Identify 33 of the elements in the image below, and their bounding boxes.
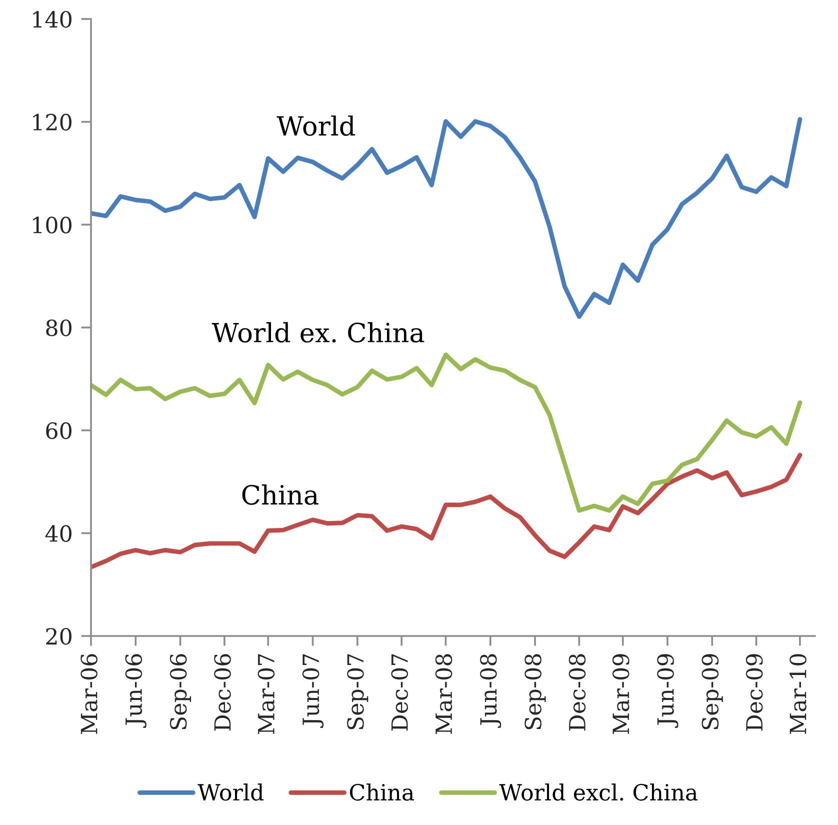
x-tick-label: Jun-06: [125, 654, 146, 728]
line-series: [91, 117, 802, 319]
y-tick-label: 120: [33, 114, 72, 131]
y-tick-label: 80: [46, 319, 72, 336]
legend-label: World: [198, 783, 264, 801]
x-tick-label: Mar-10: [790, 654, 806, 734]
x-tick-label: Sep-09: [702, 654, 723, 730]
y-tick-label: 100: [33, 216, 72, 234]
x-tick-label: Mar-09: [612, 654, 630, 734]
x-tick-label: Dec-06: [214, 654, 231, 731]
x-tick-label: Mar-07: [258, 654, 275, 734]
line-series: [91, 452, 802, 570]
x-tick-label: Mar-08: [435, 654, 452, 734]
x-tick-label: Jun-09: [657, 654, 678, 728]
annotation: China: [242, 484, 318, 505]
x-tick-label: Sep-07: [347, 654, 368, 730]
annotation: World ex. China: [212, 322, 424, 343]
y-tick-label: 20: [46, 628, 72, 645]
y-tick-label: 40: [45, 525, 72, 542]
x-tick-label: Jun-08: [480, 654, 502, 728]
x-tick-label: Sep-08: [524, 654, 546, 730]
x-tick-label: Mar-06: [80, 654, 98, 734]
legend-label: World excl. China: [499, 783, 698, 801]
x-tick-label: Dec-08: [568, 654, 586, 731]
legend-label: China: [350, 783, 414, 801]
y-tick-label: 140: [33, 10, 72, 28]
annotation: World: [276, 115, 355, 136]
x-tick-label: Jun-07: [302, 654, 324, 728]
line-series: [91, 352, 802, 513]
x-tick-label: Dec-09: [746, 654, 763, 731]
x-tick-label: Dec-07: [391, 654, 408, 731]
x-tick-label: Sep-06: [170, 654, 192, 730]
y-tick-label: 60: [46, 422, 72, 440]
